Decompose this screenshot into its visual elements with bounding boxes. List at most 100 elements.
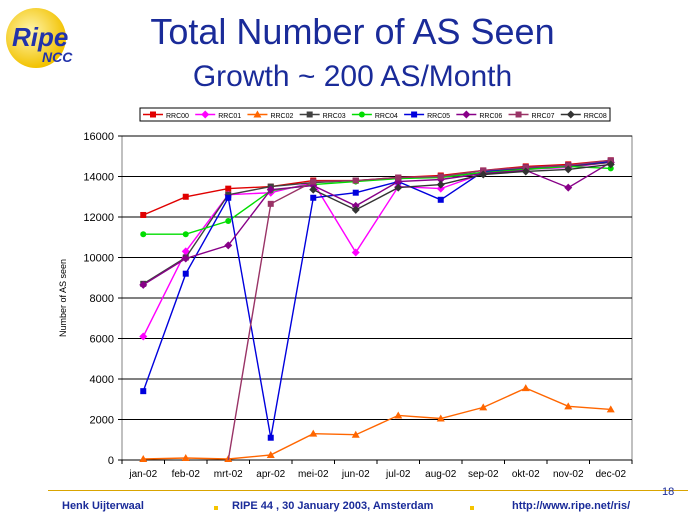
legend-item: RRC07 bbox=[508, 111, 555, 120]
data-point bbox=[436, 414, 445, 422]
data-point bbox=[182, 193, 189, 200]
legend-label: RRC03 bbox=[323, 113, 346, 120]
footer-event: RIPE 44 , 30 January 2003, Amsterdam bbox=[232, 500, 434, 512]
x-tick-label: jun-02 bbox=[341, 469, 370, 480]
legend-label: RRC02 bbox=[270, 113, 293, 120]
x-tick-label: dec-02 bbox=[595, 469, 626, 480]
data-point bbox=[565, 162, 572, 169]
line-chart: 0 2000 4000 6000 8000 10000 12000 14000 16000 jan… bbox=[58, 107, 633, 480]
data-point bbox=[351, 248, 360, 257]
legend-label: RRC07 bbox=[532, 113, 555, 120]
data-point bbox=[140, 211, 147, 218]
legend-item: RRC02 bbox=[247, 110, 294, 120]
data-point bbox=[515, 111, 522, 118]
page-subtitle: Growth ~ 200 AS/Month bbox=[192, 60, 513, 93]
legend-label: RRC08 bbox=[584, 113, 607, 120]
page-title: Total Number of AS Seen bbox=[150, 11, 555, 52]
data-point bbox=[394, 411, 403, 419]
data-point bbox=[201, 110, 210, 119]
data-point bbox=[436, 184, 445, 193]
series-rrc08 bbox=[309, 160, 615, 214]
data-point bbox=[267, 200, 274, 207]
x-tick-label: apr-02 bbox=[256, 469, 285, 480]
logo-word-ripe: Ripe bbox=[12, 22, 68, 52]
data-point bbox=[411, 111, 418, 118]
x-tick-label: mei-02 bbox=[298, 469, 329, 480]
data-point bbox=[352, 189, 359, 196]
footer-author: Henk Uijterwaal bbox=[62, 500, 144, 512]
data-point bbox=[436, 180, 445, 189]
data-point bbox=[139, 280, 148, 289]
data-point bbox=[564, 402, 573, 410]
data-point bbox=[358, 111, 365, 118]
data-point bbox=[266, 185, 275, 194]
legend-label: RRC01 bbox=[218, 113, 241, 120]
footer-bullet bbox=[470, 506, 474, 510]
footer-url[interactable]: http://www.ripe.net/ris/ bbox=[512, 500, 631, 512]
series-line bbox=[312, 163, 611, 211]
legend-label: RRC04 bbox=[375, 113, 398, 120]
data-point bbox=[607, 157, 614, 164]
data-point bbox=[150, 111, 156, 118]
data-point bbox=[394, 183, 403, 192]
data-point bbox=[225, 191, 232, 198]
series-rrc07 bbox=[227, 157, 614, 460]
x-tick-label: sep-02 bbox=[468, 469, 499, 480]
x-tick-label: nov-02 bbox=[553, 469, 584, 480]
ripe-ncc-logo: Ripe NCC bbox=[6, 8, 73, 68]
y-tick-label: 8000 bbox=[90, 293, 114, 305]
y-tick-label: 10000 bbox=[83, 253, 114, 265]
legend-item: RRC05 bbox=[404, 111, 450, 120]
data-point bbox=[479, 403, 488, 411]
data-point bbox=[607, 165, 614, 172]
data-point bbox=[351, 205, 360, 214]
data-point bbox=[181, 254, 190, 263]
series-line bbox=[227, 159, 611, 460]
data-point bbox=[224, 241, 233, 250]
data-point bbox=[309, 429, 318, 437]
footer-bullet bbox=[214, 506, 218, 510]
series-line bbox=[142, 161, 612, 286]
y-axis-label: Number of AS seen bbox=[58, 259, 68, 337]
y-tick-label: 4000 bbox=[90, 374, 114, 386]
y-tick-label: 0 bbox=[108, 455, 114, 467]
data-point bbox=[309, 185, 318, 194]
y-tick-label: 12000 bbox=[83, 212, 114, 224]
data-point bbox=[267, 434, 274, 441]
data-point bbox=[564, 165, 573, 174]
x-tick-label: jan-02 bbox=[128, 469, 157, 480]
series-line bbox=[143, 165, 611, 235]
legend-item: RRC03 bbox=[299, 111, 346, 120]
footer-divider bbox=[48, 490, 688, 491]
data-point bbox=[606, 160, 615, 169]
data-point bbox=[181, 453, 190, 461]
legend-label: RRC06 bbox=[479, 113, 502, 120]
data-point bbox=[352, 177, 359, 184]
data-point bbox=[310, 178, 317, 185]
x-tick-label: feb-02 bbox=[172, 469, 201, 480]
data-point bbox=[351, 430, 360, 438]
logo-sun-icon bbox=[6, 8, 66, 68]
legend-label: RRC00 bbox=[166, 113, 189, 120]
legend-item: RRC08 bbox=[560, 110, 607, 120]
data-point bbox=[139, 454, 148, 462]
chart-legend: RRC00 RRC01 RRC02 RRC03 RRC04 RRC05 RRC06 RRC07… bbox=[139, 107, 611, 122]
data-point bbox=[437, 196, 444, 203]
data-point bbox=[479, 170, 488, 179]
data-point bbox=[564, 183, 573, 192]
x-tick-label: okt-02 bbox=[512, 469, 540, 480]
data-point bbox=[566, 110, 575, 119]
legend-item: RRC06 bbox=[456, 110, 502, 120]
data-point bbox=[521, 384, 530, 392]
data-point bbox=[480, 167, 487, 174]
data-point bbox=[395, 174, 402, 181]
data-point bbox=[139, 332, 148, 341]
data-point bbox=[225, 185, 232, 192]
data-point bbox=[351, 201, 360, 210]
data-point bbox=[225, 218, 232, 225]
data-point bbox=[253, 110, 262, 118]
series-line bbox=[143, 387, 611, 460]
legend-item: RRC00 bbox=[143, 111, 189, 120]
data-point bbox=[437, 173, 444, 180]
y-tick-label: 2000 bbox=[90, 415, 114, 427]
